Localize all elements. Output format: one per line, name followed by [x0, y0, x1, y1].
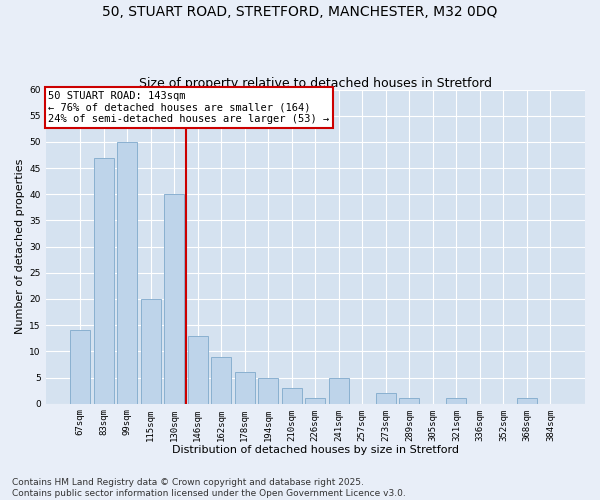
Bar	[117, 142, 137, 404]
Bar	[329, 378, 349, 404]
Bar	[211, 356, 231, 404]
Bar	[258, 378, 278, 404]
Bar	[400, 398, 419, 404]
Bar	[446, 398, 466, 404]
Text: 50, STUART ROAD, STRETFORD, MANCHESTER, M32 0DQ: 50, STUART ROAD, STRETFORD, MANCHESTER, …	[103, 5, 497, 19]
Bar	[188, 336, 208, 404]
Text: Contains HM Land Registry data © Crown copyright and database right 2025.
Contai: Contains HM Land Registry data © Crown c…	[12, 478, 406, 498]
Y-axis label: Number of detached properties: Number of detached properties	[15, 159, 25, 334]
Bar	[70, 330, 90, 404]
Text: 50 STUART ROAD: 143sqm
← 76% of detached houses are smaller (164)
24% of semi-de: 50 STUART ROAD: 143sqm ← 76% of detached…	[48, 91, 329, 124]
X-axis label: Distribution of detached houses by size in Stretford: Distribution of detached houses by size …	[172, 445, 459, 455]
Title: Size of property relative to detached houses in Stretford: Size of property relative to detached ho…	[139, 76, 492, 90]
Bar	[376, 393, 396, 404]
Bar	[305, 398, 325, 404]
Bar	[164, 194, 184, 404]
Bar	[282, 388, 302, 404]
Bar	[140, 299, 161, 404]
Bar	[94, 158, 113, 404]
Bar	[235, 372, 254, 404]
Bar	[517, 398, 537, 404]
